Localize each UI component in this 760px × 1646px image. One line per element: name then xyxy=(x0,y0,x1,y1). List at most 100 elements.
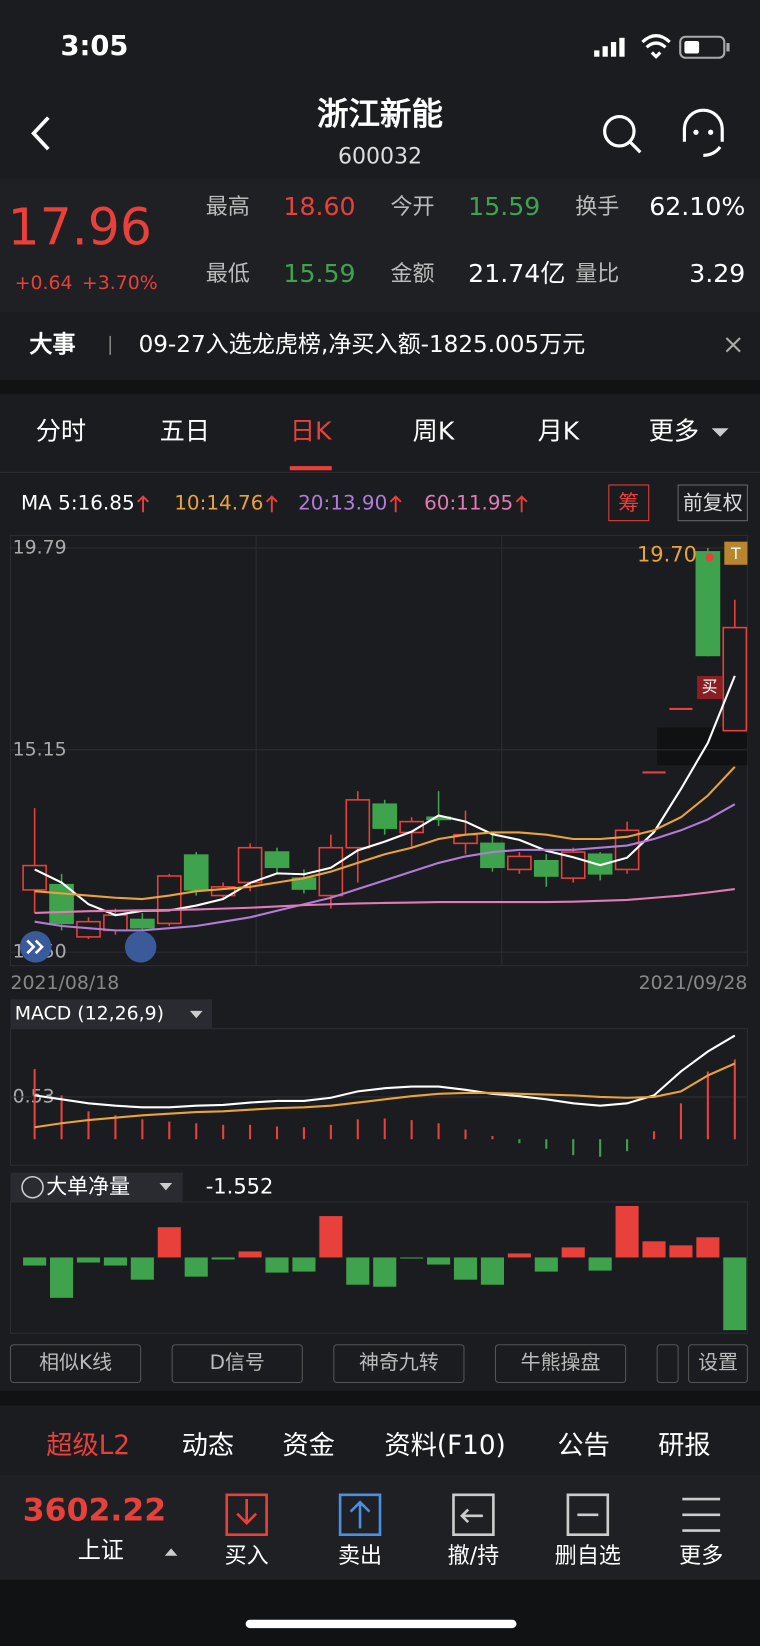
range-button[interactable] xyxy=(124,931,157,963)
tool-label: 设置 xyxy=(698,1350,738,1374)
info-icon xyxy=(21,1175,44,1199)
order-bar xyxy=(346,1257,370,1285)
bottom-tab[interactable]: 公告 xyxy=(557,1431,609,1461)
candle-body xyxy=(22,864,47,891)
tab[interactable]: 月K xyxy=(538,417,581,446)
tab[interactable]: 日K xyxy=(290,417,333,446)
ma-legend: 10:14.76 xyxy=(174,490,263,514)
action-label[interactable]: 删自选 xyxy=(555,1544,621,1569)
order-selector[interactable] xyxy=(10,1172,183,1202)
high-dot xyxy=(705,553,714,562)
candle-body xyxy=(156,875,182,925)
order-bar xyxy=(561,1247,585,1258)
order-bar xyxy=(453,1257,478,1280)
stat-value: 3.29 xyxy=(689,259,745,288)
tool-button[interactable] xyxy=(688,1344,748,1384)
order-bar xyxy=(76,1257,101,1263)
change: +0.64 xyxy=(15,272,73,294)
dea-line xyxy=(34,1062,736,1129)
action-icon xyxy=(682,1497,721,1532)
home-indicator xyxy=(245,1619,517,1629)
order-bar xyxy=(184,1257,208,1277)
order-bar xyxy=(400,1257,424,1259)
dropdown-arrow xyxy=(159,1183,173,1191)
separator xyxy=(0,1390,760,1406)
macd-selector[interactable] xyxy=(10,999,213,1029)
tool-button[interactable] xyxy=(333,1344,465,1384)
action-label[interactable]: 卖出 xyxy=(338,1544,382,1569)
up-arrow xyxy=(265,495,278,513)
back-button[interactable] xyxy=(31,116,50,151)
adjust-button-label: 前复权 xyxy=(683,490,743,514)
bottom-tab[interactable]: 动态 xyxy=(182,1431,234,1461)
bottom-tab[interactable]: 资料(F10) xyxy=(384,1431,505,1461)
order-label: 大单净量 xyxy=(46,1174,130,1198)
order-bar xyxy=(588,1257,612,1271)
tab-indicator xyxy=(289,466,332,471)
index-value: 3602.22 xyxy=(23,1493,166,1529)
order-bar xyxy=(507,1253,531,1258)
order-bar xyxy=(23,1257,47,1266)
tab[interactable]: 更多 xyxy=(649,417,699,446)
stock-code: 600032 xyxy=(338,144,422,169)
price: 17.96 xyxy=(8,197,152,256)
action-label[interactable]: 撤/持 xyxy=(448,1544,499,1569)
tool-label: D信号 xyxy=(210,1350,265,1374)
high-label: 19.70 xyxy=(637,542,697,566)
order-bar xyxy=(615,1205,639,1258)
candle-body xyxy=(237,846,263,884)
service-button[interactable] xyxy=(682,108,724,157)
date-label: 2021/08/18 xyxy=(10,972,119,994)
tool-label: 牛熊操盘 xyxy=(521,1350,601,1374)
tool-button[interactable] xyxy=(171,1344,303,1384)
news-text[interactable]: 09-27入选龙虎榜,净买入额-1825.005万元 xyxy=(139,332,586,358)
stat-label: 金额 xyxy=(390,262,434,287)
action-icon xyxy=(452,1493,495,1537)
order-bar xyxy=(373,1257,397,1287)
tab[interactable]: 周K xyxy=(413,417,456,446)
y-tick-label: 15.15 xyxy=(13,738,67,760)
bottom-tab[interactable]: 超级L2 xyxy=(46,1431,130,1461)
order-bar xyxy=(480,1257,504,1285)
stat-label: 换手 xyxy=(575,195,619,220)
bottom-tab[interactable]: 研报 xyxy=(658,1431,710,1461)
index-arrow xyxy=(164,1548,178,1556)
index-name: 上证 xyxy=(78,1538,124,1564)
ma-legend: 60:11.95 xyxy=(424,490,513,514)
tool-button[interactable] xyxy=(656,1344,679,1384)
candle-body xyxy=(507,855,532,871)
order-bar xyxy=(723,1257,747,1331)
order-bar xyxy=(265,1257,289,1273)
date-label: 2021/09/28 xyxy=(639,972,748,994)
tool-button[interactable] xyxy=(494,1344,627,1384)
order-bar xyxy=(50,1257,74,1298)
stat-label: 量比 xyxy=(575,262,619,287)
chip-button[interactable] xyxy=(608,484,650,522)
tab[interactable]: 五日 xyxy=(160,417,210,446)
adjust-button[interactable] xyxy=(677,484,748,522)
buy-marker: 买 xyxy=(702,677,718,696)
order-bar xyxy=(319,1216,343,1258)
change-pct: +3.70% xyxy=(82,272,158,294)
tab[interactable]: 分时 xyxy=(36,417,86,446)
candle-body xyxy=(372,803,398,829)
search-button[interactable] xyxy=(603,114,642,154)
close-news[interactable] xyxy=(725,337,741,353)
tool-button[interactable] xyxy=(9,1344,142,1384)
time: 3:05 xyxy=(61,31,129,62)
y-tick-label: 19.79 xyxy=(13,536,67,558)
up-arrow xyxy=(515,495,528,513)
order-bar xyxy=(534,1257,558,1272)
dropdown-arrow xyxy=(190,1010,203,1019)
expand-button[interactable] xyxy=(19,931,52,963)
action-label[interactable]: 更多 xyxy=(679,1544,723,1569)
ma-line xyxy=(34,887,735,915)
action-icon xyxy=(566,1493,610,1537)
up-arrow xyxy=(389,495,402,513)
stat-value: 21.74亿 xyxy=(468,259,565,288)
expand-icon xyxy=(26,939,44,955)
wifi-icon xyxy=(641,34,671,59)
action-label[interactable]: 买入 xyxy=(225,1544,269,1569)
bottom-tab[interactable]: 资金 xyxy=(282,1431,334,1461)
